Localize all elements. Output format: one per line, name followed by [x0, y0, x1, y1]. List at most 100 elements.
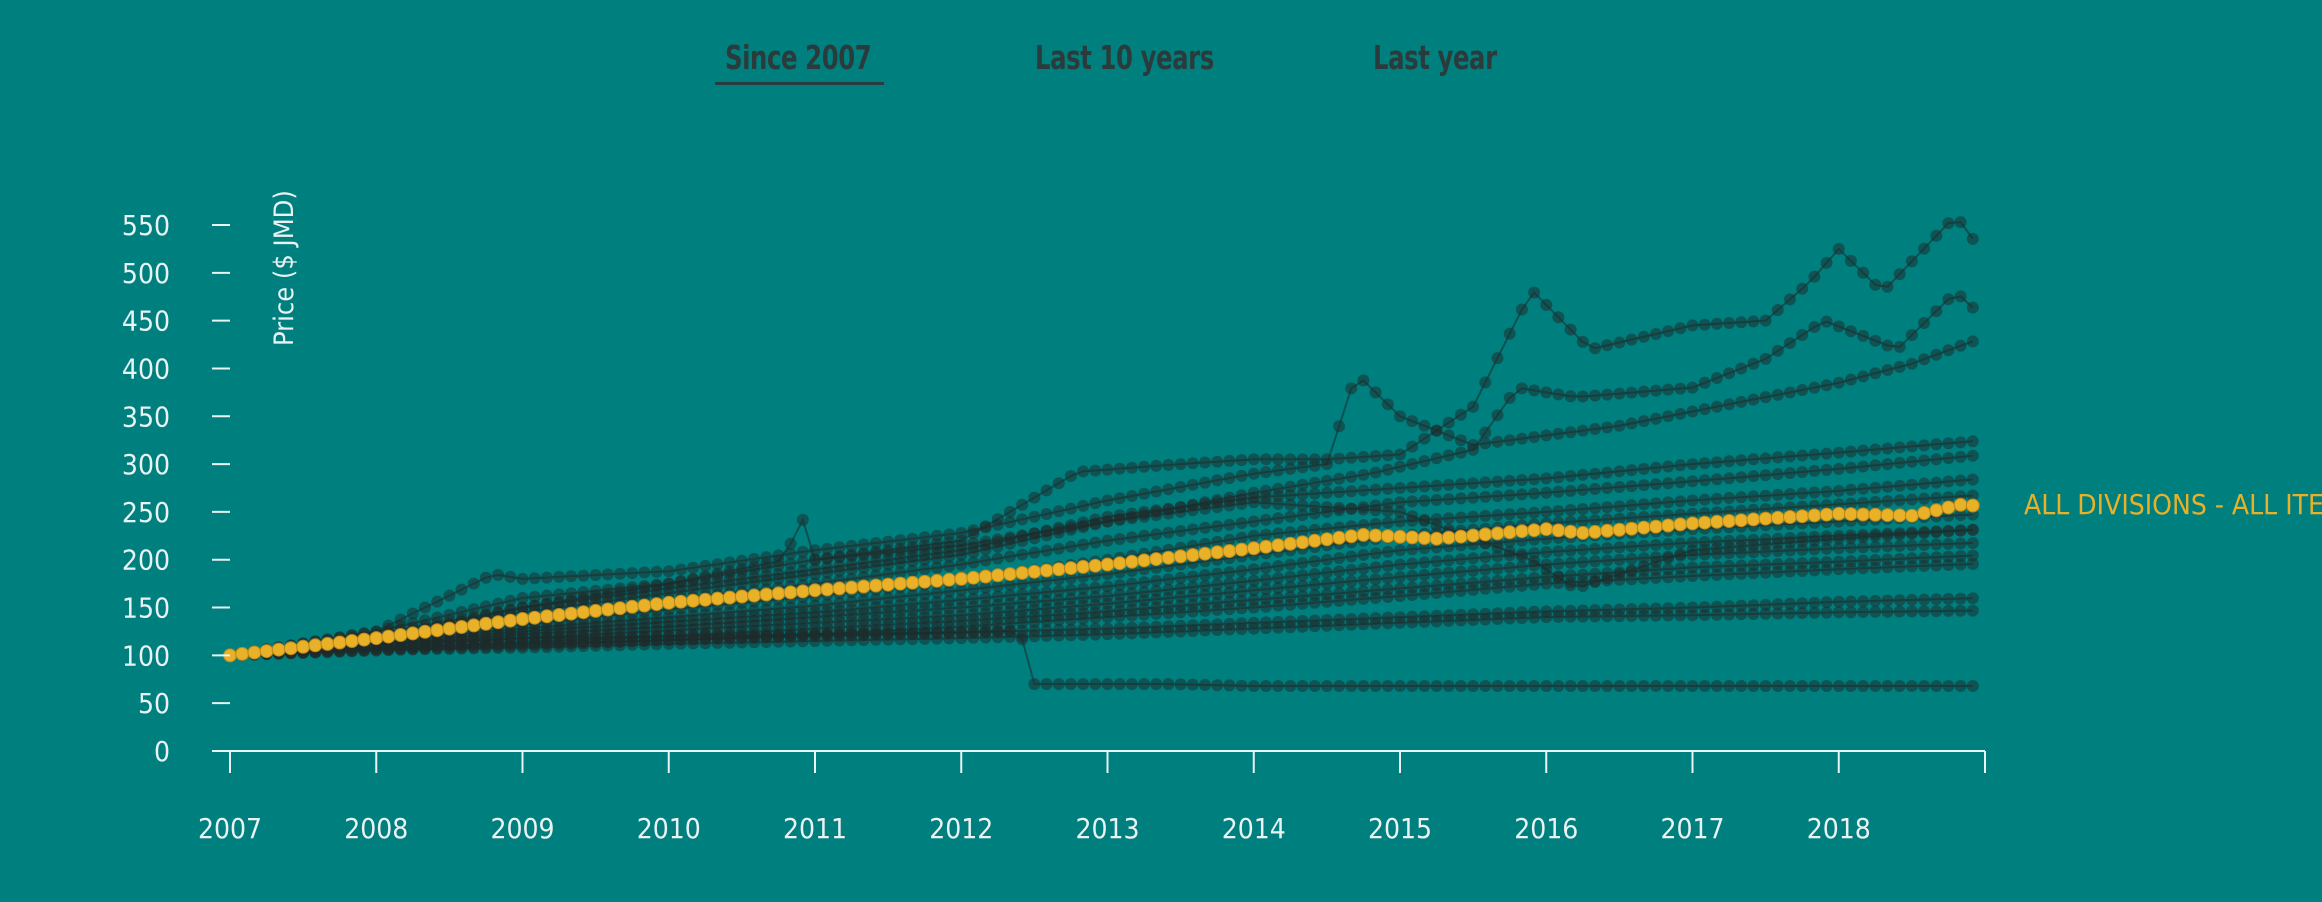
data-point: [1552, 610, 1565, 623]
data-point: [1528, 286, 1541, 299]
data-point: [1942, 680, 1955, 692]
data-point: [1697, 515, 1712, 530]
data-point: [442, 621, 457, 636]
data-point: [1284, 462, 1297, 475]
data-point: [1942, 592, 1955, 605]
data-point: [1564, 484, 1577, 497]
data-point: [308, 638, 323, 653]
data-point: [1272, 582, 1285, 595]
data-point: [1515, 432, 1528, 445]
data-point: [625, 599, 640, 614]
data-point: [1589, 514, 1601, 527]
data-point: [1528, 611, 1541, 624]
data-point: [1832, 532, 1845, 545]
data-point: [1235, 531, 1248, 544]
data-point: [1345, 451, 1358, 464]
highlight-series[interactable]: [223, 497, 1980, 663]
data-point: [1454, 553, 1467, 566]
x-tick-label: 2009: [490, 812, 554, 845]
data-point: [1589, 610, 1601, 623]
data-point: [1869, 561, 1882, 574]
data-point: [1272, 599, 1285, 612]
data-point: [1564, 579, 1577, 592]
data-point: [419, 601, 431, 614]
data-point: [1491, 581, 1504, 594]
data-point: [1820, 379, 1833, 392]
data-point: [455, 634, 468, 647]
data-point: [1552, 388, 1565, 401]
data-point: [1467, 400, 1480, 413]
tab-since-2007[interactable]: Since 2007: [715, 38, 885, 85]
data-point: [1636, 520, 1651, 535]
data-point: [1942, 475, 1955, 488]
data-point: [1819, 507, 1834, 522]
data-point: [1576, 424, 1589, 437]
data-point: [1247, 622, 1260, 635]
data-point: [687, 561, 700, 574]
highlight-series-label[interactable]: ALL DIVISIONS - ALL ITEMS: [2024, 488, 2322, 521]
tab-last-year[interactable]: Last year: [1373, 38, 1497, 77]
data-point: [1357, 592, 1370, 605]
data-point: [1417, 531, 1432, 545]
data-point: [1296, 579, 1309, 592]
data-point: [540, 631, 553, 644]
data-point: [1442, 585, 1455, 598]
data-point: [1528, 506, 1541, 519]
data-point: [1162, 592, 1175, 605]
data-point: [1040, 678, 1053, 691]
data-point: [1454, 511, 1467, 524]
series-line: [229, 221, 1974, 657]
data-point: [1430, 587, 1443, 599]
period-tabs: Since 2007 Last 10 years Last year: [0, 30, 2322, 90]
data-point: [796, 628, 809, 641]
data-point: [1624, 521, 1639, 536]
data-point: [856, 579, 871, 594]
data-point: [1406, 569, 1419, 582]
data-point: [1698, 569, 1711, 582]
data-point: [1308, 453, 1321, 466]
data-point: [1601, 572, 1614, 585]
data-point: [1649, 510, 1662, 523]
data-point: [1125, 461, 1138, 474]
series-15[interactable]: [224, 624, 1979, 692]
data-point: [1040, 615, 1053, 628]
data-point: [614, 630, 626, 643]
data-point: [1918, 605, 1931, 618]
series-2[interactable]: [224, 216, 1979, 662]
data-point: [1454, 584, 1467, 597]
data-point: [1381, 516, 1394, 529]
data-point: [1613, 512, 1626, 525]
data-point: [1418, 556, 1431, 569]
data-point: [1796, 565, 1809, 577]
data-point: [1892, 508, 1907, 523]
data-point: [1589, 680, 1601, 692]
data-point: [1540, 532, 1553, 545]
data-point: [1686, 458, 1699, 471]
x-tick-label: 2010: [637, 812, 701, 845]
data-point: [1589, 483, 1601, 495]
data-point: [661, 595, 676, 610]
data-point: [1174, 505, 1187, 518]
data-point: [650, 579, 663, 592]
data-point: [601, 568, 614, 581]
x-tick-label: 2017: [1660, 812, 1724, 845]
data-point: [1125, 577, 1138, 590]
data-point: [1904, 508, 1919, 523]
data-point: [1637, 560, 1650, 573]
data-point: [796, 513, 809, 526]
data-point: [1820, 256, 1833, 269]
data-point: [1138, 626, 1151, 639]
data-point: [1052, 573, 1065, 586]
data-point: [1016, 588, 1029, 601]
data-point: [1406, 543, 1419, 556]
data-point: [1625, 540, 1638, 553]
data-point: [1796, 449, 1809, 462]
data-point: [1601, 421, 1614, 434]
data-point: [917, 574, 932, 589]
tab-last-10-years[interactable]: Last 10 years: [1035, 38, 1214, 77]
data-point: [1077, 629, 1090, 641]
data-point: [943, 626, 956, 639]
data-point: [1820, 680, 1833, 692]
data-point: [1394, 515, 1406, 528]
data-point: [1356, 527, 1371, 542]
